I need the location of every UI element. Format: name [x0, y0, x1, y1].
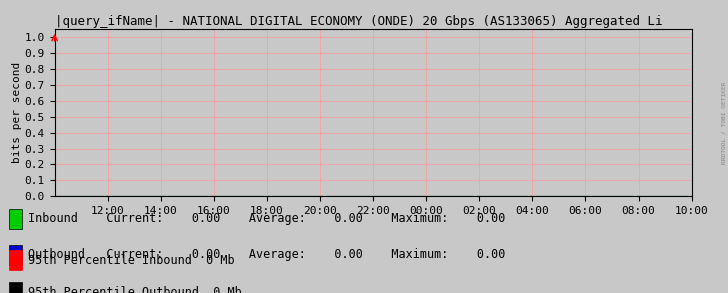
- Bar: [9, 209, 22, 229]
- Text: Inbound    Current:    0.00    Average:    0.00    Maximum:    0.00: Inbound Current: 0.00 Average: 0.00 Maxi…: [28, 212, 505, 225]
- Bar: [9, 245, 22, 265]
- Bar: [9, 250, 22, 270]
- Text: Outbound   Current:    0.00    Average:    0.00    Maximum:    0.00: Outbound Current: 0.00 Average: 0.00 Max…: [28, 248, 505, 261]
- Y-axis label: bits per second: bits per second: [12, 62, 22, 163]
- Text: RRDTOOL / TOBI OETIKER: RRDTOOL / TOBI OETIKER: [721, 82, 727, 164]
- Text: 95th Percentile Outbound  0 Mb: 95th Percentile Outbound 0 Mb: [28, 286, 242, 293]
- Text: 95th Percentile Inbound  0 Mb: 95th Percentile Inbound 0 Mb: [28, 254, 234, 267]
- Bar: [9, 282, 22, 293]
- Text: |query_ifName| - NATIONAL DIGITAL ECONOMY (ONDE) 20 Gbps (AS133065) Aggregated L: |query_ifName| - NATIONAL DIGITAL ECONOM…: [55, 15, 662, 28]
